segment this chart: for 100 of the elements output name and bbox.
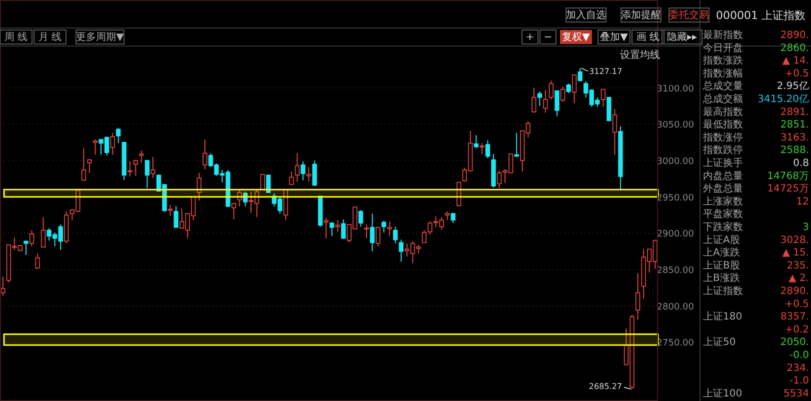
- candlestick: [139, 150, 144, 164]
- text: -0.0: [789, 350, 809, 361]
- candlestick: [600, 88, 606, 108]
- candlestick: [370, 213, 375, 252]
- annotation: +: [526, 32, 534, 43]
- candlestick: [578, 68, 582, 82]
- text: 8357.: [780, 312, 809, 323]
- text: 隐藏▸▸: [666, 31, 698, 43]
- candlestick: [543, 90, 548, 114]
- candlestick: [358, 209, 364, 228]
- text: 2890.: [780, 286, 809, 297]
- y-tick-label: 3050.00: [656, 120, 694, 131]
- candlestick: [231, 202, 236, 220]
- annotation: 加入自选: [566, 9, 606, 21]
- y-tick-label: 3100.00: [656, 84, 694, 94]
- candlestick: [480, 142, 484, 155]
- candlestick: [341, 218, 346, 239]
- candlestick: [335, 220, 340, 232]
- text: +0.2: [784, 324, 809, 336]
- category-label: 指数涨跌: [702, 54, 743, 67]
- annotation: 叠加▼: [600, 31, 628, 43]
- candlestick: [289, 170, 294, 186]
- text: +0.5: [784, 68, 809, 80]
- annotation: −: [544, 32, 552, 43]
- candlestick: [560, 86, 566, 102]
- candlestick: [110, 132, 115, 156]
- text: 2860.: [780, 42, 809, 54]
- candlestick: [150, 156, 156, 178]
- text: 235.: [786, 260, 809, 272]
- category-label: 内盘总量: [703, 170, 743, 182]
- annotation: 画 线: [636, 31, 660, 43]
- text: 12: [796, 196, 809, 208]
- text: 2851.: [780, 120, 809, 131]
- annotation: 月 线: [38, 31, 62, 43]
- candlestick: [260, 174, 265, 190]
- candlestick: [87, 158, 92, 174]
- candlestick: [40, 216, 46, 248]
- candlestick: [422, 230, 427, 244]
- category-label: 下跌家数: [703, 221, 743, 233]
- category-label: 指数跌停: [702, 144, 743, 156]
- text: 3: [802, 222, 809, 233]
- annotation: 周 线: [4, 31, 28, 43]
- candlestick: [81, 148, 86, 182]
- category-label: 上证A股: [703, 234, 740, 246]
- text: 14725万: [767, 184, 809, 195]
- category-label: 上证B股: [703, 259, 740, 272]
- candlestick: [393, 226, 398, 244]
- text: 3163.: [780, 132, 809, 144]
- candlestick: [306, 166, 312, 182]
- candlestick: [29, 230, 34, 247]
- text: ▲ 14.: [782, 56, 809, 67]
- category-label: 平盘家数: [703, 208, 743, 220]
- category-label: 上证指数: [703, 285, 743, 297]
- text: 委托交易: [669, 9, 709, 21]
- category-label: 上A涨跌: [703, 246, 740, 259]
- category-label: 总成交量: [702, 80, 743, 92]
- y-tick-label: 2900.00: [656, 230, 694, 240]
- candlestick: [133, 159, 138, 176]
- candlestick: [237, 189, 242, 207]
- candlestick: [242, 191, 248, 207]
- candlestick: [35, 253, 40, 270]
- category-label: 上证50: [703, 336, 736, 348]
- candlestick: [612, 108, 618, 156]
- candlestick: [144, 159, 150, 189]
- candlestick: [381, 220, 386, 233]
- candlestick: [485, 140, 490, 159]
- candlestick: [92, 138, 98, 156]
- text: 3028.: [780, 234, 809, 246]
- text: 0.8: [793, 158, 809, 169]
- annotation: 2685.27: [588, 382, 622, 392]
- candlestick: [548, 80, 554, 100]
- annotation: 添加提醒: [621, 9, 661, 21]
- text: 2.95亿: [776, 81, 809, 92]
- candlestick: [398, 239, 404, 262]
- text: 5534: [784, 388, 809, 400]
- text: -1.0: [789, 376, 809, 387]
- category-label: 上证180: [703, 310, 742, 323]
- category-label: 上证100: [703, 387, 742, 400]
- candlestick: [496, 170, 502, 189]
- candlestick: [330, 222, 334, 237]
- candlestick: [387, 221, 392, 237]
- candlestick: [364, 224, 369, 239]
- category-label: 最低指数: [703, 118, 743, 131]
- text: ▲ 2.: [788, 273, 809, 284]
- candlestick: [116, 127, 121, 144]
- category-label: 外盘总量: [703, 182, 743, 195]
- candlestick: [606, 96, 612, 122]
- candlestick: [572, 74, 577, 104]
- annotation: 设置均线: [620, 49, 660, 61]
- category-label: 最新指数: [703, 29, 743, 41]
- text: ▲ 15.: [782, 248, 809, 259]
- candlestick: [266, 174, 271, 193]
- category-label: 最高指数: [703, 106, 743, 118]
- candlestick: [312, 160, 317, 186]
- annotation: 更多周期▼: [76, 31, 124, 43]
- y-tick-label: 3000.00: [656, 157, 694, 168]
- category-label: 上B涨跌: [703, 272, 740, 284]
- text: 000001 上证指数: [716, 9, 806, 22]
- text: 2891.: [780, 106, 809, 118]
- candlestick: [554, 90, 560, 117]
